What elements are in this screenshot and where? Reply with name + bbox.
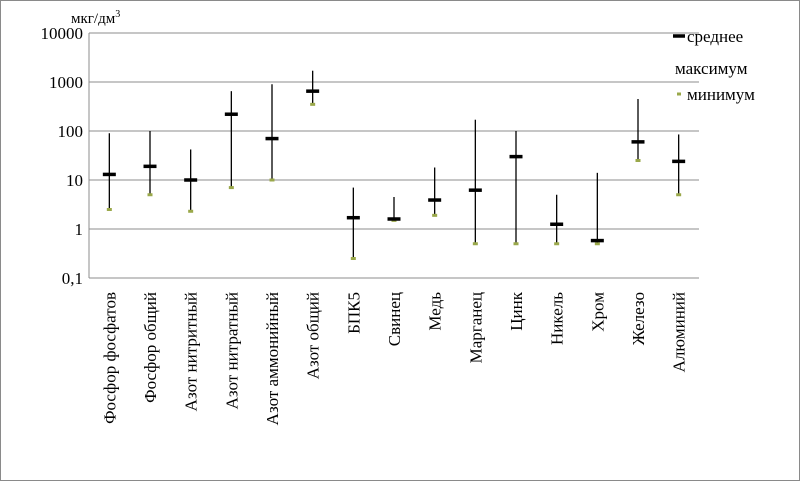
x-tick-label: Медь [426, 292, 445, 331]
category-group [550, 194, 564, 246]
x-tick-label: Цинк [507, 291, 526, 330]
y-tick-label: 1 [75, 220, 84, 239]
y-axis-unit: мкг/дм [71, 11, 116, 27]
category-group [468, 119, 482, 246]
x-tick-label: Хром [588, 292, 607, 332]
y-axis: 0,1 1 10 100 1000 10000 [41, 24, 90, 288]
x-tick-label: Азот общий [304, 292, 323, 379]
x-tick-label: БПК5 [344, 292, 363, 334]
category-group [143, 131, 157, 197]
x-tick-label: Свинец [385, 292, 404, 346]
category-group [631, 98, 645, 163]
category-group [672, 134, 686, 197]
x-tick-label: Азот аммонийный [263, 292, 282, 425]
y-tick-label: 10 [66, 171, 83, 190]
category-group [184, 149, 198, 213]
y-axis-label: мкг/дм3 [71, 9, 120, 27]
category-group [346, 187, 360, 261]
legend: среднее максимум минимум [673, 27, 755, 104]
category-group [224, 91, 238, 190]
legend-min-label: минимум [687, 85, 755, 104]
category-group [102, 133, 116, 212]
y-tick-label: 10000 [41, 24, 84, 43]
category-group [590, 172, 604, 246]
x-tick-label: Азот нитритный [182, 292, 201, 411]
x-tick-label: Алюминий [670, 292, 689, 372]
legend-max-label: максимум [675, 59, 748, 78]
data-marks [102, 70, 686, 261]
category-group [428, 167, 442, 217]
x-tick-label: Фосфор общий [141, 292, 160, 403]
y-axis-unit-superscript: 3 [115, 9, 120, 20]
x-tick-label: Железо [629, 292, 648, 345]
grid-lines [89, 32, 699, 279]
category-group [387, 196, 401, 222]
legend-mean-label: среднее [687, 27, 743, 46]
y-tick-label: 1000 [49, 73, 83, 92]
y-tick-label: 0,1 [62, 269, 83, 288]
category-group [509, 131, 523, 246]
x-tick-label: Марганец [466, 292, 485, 363]
y-tick-label: 100 [58, 122, 84, 141]
x-tick-label: Азот нитратный [222, 292, 241, 409]
x-tick-label: Фосфор фосфатов [100, 292, 119, 424]
category-group [306, 70, 320, 106]
category-group [265, 84, 279, 182]
x-axis-labels: Фосфор фосфатов Фосфор общий Азот нитритны… [100, 291, 688, 425]
x-tick-label: Никель [548, 292, 567, 345]
